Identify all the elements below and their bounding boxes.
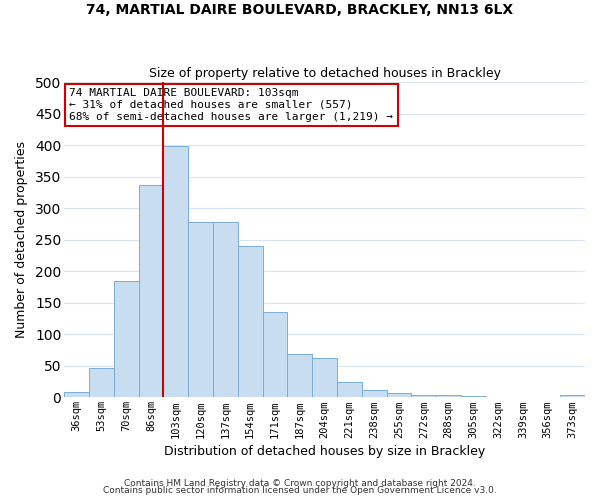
Bar	[337, 382, 362, 398]
Text: 74, MARTIAL DAIRE BOULEVARD, BRACKLEY, NN13 6LX: 74, MARTIAL DAIRE BOULEVARD, BRACKLEY, N…	[86, 2, 514, 16]
Bar	[362, 390, 386, 398]
Bar	[312, 358, 337, 398]
Bar	[213, 222, 238, 398]
X-axis label: Distribution of detached houses by size in Brackley: Distribution of detached houses by size …	[164, 444, 485, 458]
Bar	[238, 246, 263, 398]
Bar	[461, 396, 486, 398]
Bar	[486, 396, 511, 398]
Text: Contains public sector information licensed under the Open Government Licence v3: Contains public sector information licen…	[103, 486, 497, 495]
Bar	[412, 395, 436, 398]
Text: Contains HM Land Registry data © Crown copyright and database right 2024.: Contains HM Land Registry data © Crown c…	[124, 478, 476, 488]
Bar	[560, 396, 585, 398]
Bar	[436, 396, 461, 398]
Bar	[89, 368, 114, 398]
Text: 74 MARTIAL DAIRE BOULEVARD: 103sqm
← 31% of detached houses are smaller (557)
68: 74 MARTIAL DAIRE BOULEVARD: 103sqm ← 31%…	[70, 88, 394, 122]
Bar	[64, 392, 89, 398]
Bar	[263, 312, 287, 398]
Y-axis label: Number of detached properties: Number of detached properties	[15, 141, 28, 338]
Bar	[188, 222, 213, 398]
Bar	[386, 394, 412, 398]
Bar	[163, 146, 188, 398]
Bar	[287, 354, 312, 398]
Bar	[114, 280, 139, 398]
Bar	[139, 185, 163, 398]
Title: Size of property relative to detached houses in Brackley: Size of property relative to detached ho…	[149, 66, 500, 80]
